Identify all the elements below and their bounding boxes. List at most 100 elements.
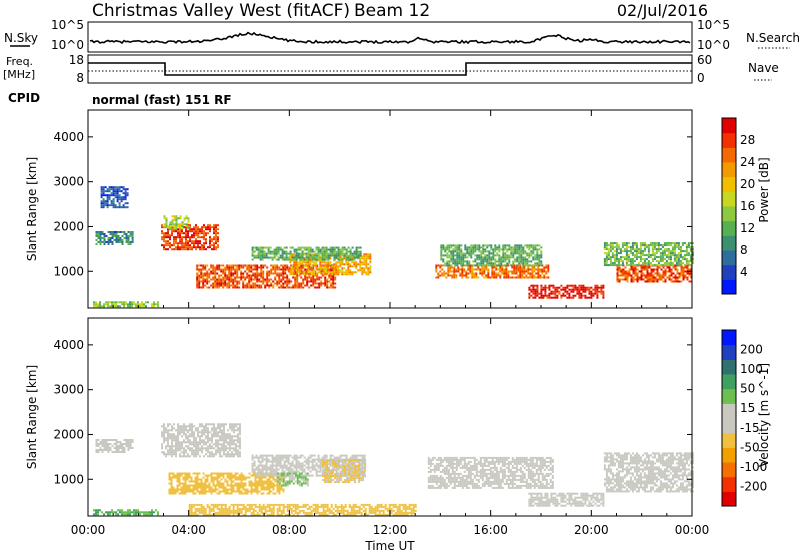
heatmap-cell bbox=[353, 460, 356, 463]
heatmap-cell bbox=[233, 425, 235, 428]
heatmap-cell bbox=[278, 484, 281, 487]
heatmap-cell bbox=[299, 261, 302, 264]
heatmap-cell bbox=[202, 286, 205, 289]
heatmap-cell bbox=[345, 261, 348, 264]
heatmap-cell bbox=[351, 454, 354, 457]
heatmap-cell bbox=[500, 258, 503, 261]
heatmap-cell bbox=[195, 240, 197, 243]
heatmap-cell bbox=[620, 278, 623, 281]
heatmap-cell bbox=[215, 427, 217, 430]
heatmap-cell bbox=[244, 484, 247, 487]
heatmap-cell bbox=[189, 238, 191, 241]
heatmap-cell bbox=[238, 268, 241, 271]
heatmap-cell bbox=[174, 492, 177, 495]
heatmap-cell bbox=[271, 456, 274, 459]
heatmap-cell bbox=[279, 462, 282, 465]
heatmap-cell bbox=[637, 252, 640, 255]
heatmap-cell bbox=[330, 286, 333, 289]
heatmap-cell bbox=[176, 486, 179, 489]
heatmap-cell bbox=[516, 260, 519, 263]
heatmap-cell bbox=[181, 248, 183, 251]
heatmap-cell bbox=[266, 284, 269, 287]
heatmap-cell bbox=[345, 470, 348, 473]
heatmap-cell bbox=[248, 282, 251, 285]
heatmap-cell bbox=[536, 288, 539, 291]
heatmap-cell bbox=[226, 490, 229, 493]
heatmap-cell bbox=[675, 242, 678, 245]
heatmap-cell bbox=[153, 511, 155, 514]
heatmap-cell bbox=[287, 454, 290, 457]
heatmap-cell bbox=[315, 252, 318, 255]
heatmap-cell bbox=[492, 262, 495, 265]
heatmap-cell bbox=[313, 253, 316, 256]
heatmap-cell bbox=[275, 458, 278, 461]
heatmap-cell bbox=[466, 264, 469, 267]
heatmap-cell bbox=[169, 437, 171, 440]
heatmap-cell bbox=[125, 241, 128, 243]
power-heatmap bbox=[93, 186, 694, 308]
heatmap-cell bbox=[492, 248, 495, 251]
heatmap-cell bbox=[211, 226, 213, 229]
y-tick-label: 2000 bbox=[53, 219, 84, 233]
heatmap-cell bbox=[621, 256, 624, 259]
heatmap-cell bbox=[172, 492, 175, 495]
heatmap-cell bbox=[369, 265, 372, 268]
heatmap-cell bbox=[259, 454, 262, 457]
heatmap-cell bbox=[209, 451, 211, 454]
heatmap-cell bbox=[516, 246, 519, 249]
heatmap-cell bbox=[271, 464, 274, 467]
heatmap-cell bbox=[204, 492, 207, 495]
heatmap-cell bbox=[229, 445, 231, 448]
heatmap-cell bbox=[109, 241, 112, 243]
heatmap-cell bbox=[486, 244, 489, 247]
heatmap-cell bbox=[239, 429, 241, 432]
heatmap-cell bbox=[280, 488, 283, 491]
heatmap-cell bbox=[293, 454, 296, 457]
heatmap-cell bbox=[281, 458, 284, 461]
heatmap-cell bbox=[490, 264, 493, 267]
heatmap-cell bbox=[208, 268, 211, 271]
heatmap-cell bbox=[222, 270, 225, 273]
heatmap-cell bbox=[277, 258, 280, 261]
heatmap-cell bbox=[195, 248, 197, 251]
heatmap-cell bbox=[284, 286, 287, 289]
heatmap-cell bbox=[129, 303, 131, 306]
heatmap-cell bbox=[680, 272, 683, 275]
heatmap-cell bbox=[500, 262, 503, 265]
heatmap-cell bbox=[306, 278, 309, 281]
heatmap-cell bbox=[193, 246, 195, 249]
heatmap-cell bbox=[111, 241, 114, 243]
heatmap-cell bbox=[560, 284, 563, 287]
heatmap-cell bbox=[222, 284, 225, 287]
heatmap-cell bbox=[234, 474, 237, 477]
heatmap-cell bbox=[297, 252, 300, 255]
heatmap-cell bbox=[538, 262, 541, 265]
heatmap-cell bbox=[139, 513, 141, 516]
heatmap-cell bbox=[261, 254, 264, 257]
heatmap-cell bbox=[283, 256, 286, 259]
heatmap-cell bbox=[200, 276, 203, 279]
heatmap-cell bbox=[630, 280, 633, 283]
heatmap-cell bbox=[663, 244, 666, 247]
heatmap-cell bbox=[226, 474, 229, 477]
heatmap-cell bbox=[282, 272, 285, 275]
heatmap-cell bbox=[217, 433, 219, 436]
heatmap-cell bbox=[195, 437, 197, 440]
heatmap-cell bbox=[351, 261, 354, 264]
heatmap-cell bbox=[103, 243, 106, 245]
heatmap-cell bbox=[325, 271, 328, 274]
heatmap-cell bbox=[444, 246, 447, 249]
heatmap-cell bbox=[359, 252, 362, 255]
heatmap-cell bbox=[193, 451, 195, 454]
heatmap-cell bbox=[550, 284, 553, 287]
heatmap-cell bbox=[322, 475, 325, 478]
heatmap-cell bbox=[246, 268, 249, 271]
heatmap-cell bbox=[691, 246, 694, 249]
heatmap-cell bbox=[525, 270, 528, 273]
heatmap-cell bbox=[114, 196, 117, 199]
heatmap-cell bbox=[200, 272, 203, 275]
heatmap-cell bbox=[502, 250, 505, 253]
heatmap-cell bbox=[224, 480, 227, 483]
heatmap-cell bbox=[252, 482, 255, 485]
heatmap-cell bbox=[208, 482, 211, 485]
